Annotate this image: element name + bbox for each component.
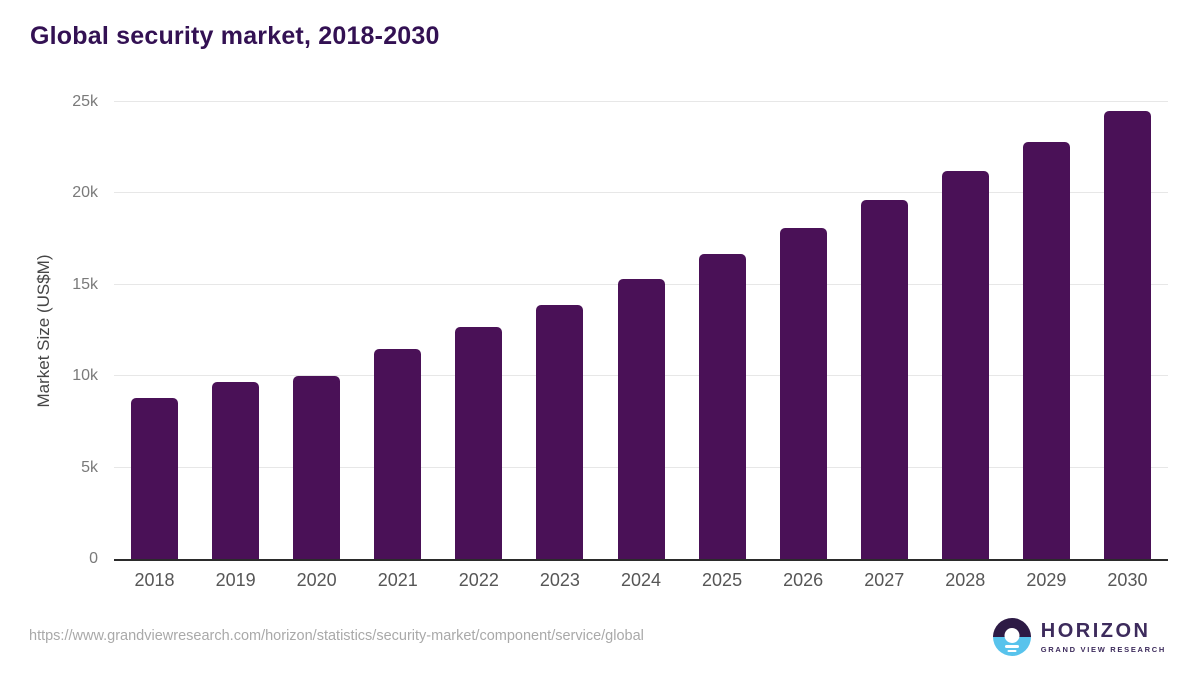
bar-slot: [438, 102, 519, 559]
x-tick-label: 2020: [296, 570, 337, 590]
y-tick-label: 10k: [72, 367, 98, 385]
x-tick-label: 2028: [945, 570, 986, 590]
y-tick-label: 0: [89, 550, 98, 567]
gridline: [114, 101, 1168, 102]
x-tick-label: 2030: [1107, 570, 1148, 590]
logo-text: HORIZON GRAND VIEW RESEARCH: [1041, 621, 1166, 654]
bar-2030: [1103, 111, 1151, 559]
bar-2022: [455, 326, 503, 559]
bar-2023: [536, 304, 584, 559]
x-tick-label: 2024: [620, 570, 661, 590]
x-tick-label: 2026: [783, 570, 824, 590]
bar-slot: [519, 102, 600, 559]
sunrise-horizon-icon: [992, 618, 1031, 656]
bar-slot: [195, 102, 276, 559]
bar-slot: [682, 102, 763, 559]
bar-slot: [1087, 102, 1168, 559]
y-tick-label: 5k: [81, 458, 98, 476]
bar-2028: [941, 171, 989, 559]
bar-slot: [844, 102, 925, 559]
y-tick-label: 20k: [72, 184, 98, 202]
bar-slot: [600, 102, 681, 559]
x-tick-label: 2025: [702, 570, 743, 590]
sun-shape: [1004, 628, 1020, 643]
bar-2020: [293, 376, 341, 559]
x-tick-label: 2027: [864, 570, 905, 590]
x-tick-label: 2019: [215, 570, 256, 590]
bar-2027: [860, 199, 908, 559]
bar-slot: [1006, 102, 1087, 559]
horizon-line-shape: [1007, 649, 1017, 652]
x-tick-label: 2021: [377, 570, 418, 590]
bar-2025: [698, 253, 746, 559]
bar-2024: [617, 279, 665, 559]
bar-slot: [357, 102, 438, 559]
bar-slot: [925, 102, 1006, 559]
x-tick-label: 2022: [458, 570, 499, 590]
bar-slot: [276, 102, 357, 559]
x-tick-label: 2018: [134, 570, 175, 590]
x-tick-label: 2029: [1026, 570, 1067, 590]
bar-2019: [212, 381, 260, 559]
bars-container: [114, 102, 1168, 559]
x-tick-label: 2023: [539, 570, 580, 590]
horizon-line-shape: [1004, 645, 1019, 648]
bar-slot: [763, 102, 844, 559]
bar-2026: [779, 228, 827, 559]
bar-2018: [131, 398, 179, 559]
source-url: https://www.grandviewresearch.com/horizo…: [29, 628, 644, 644]
y-tick-label: 15k: [72, 275, 98, 293]
bar-slot: [114, 102, 195, 559]
bar-2029: [1022, 142, 1070, 559]
y-tick-label: 25k: [72, 93, 98, 110]
plot-area: [114, 101, 1168, 561]
bar-2021: [374, 348, 422, 559]
gridline: [114, 192, 1168, 194]
logo-wordmark: HORIZON: [1040, 619, 1151, 642]
chart-title: Global security market, 2018-2030: [30, 22, 440, 50]
logo-subtitle: GRAND VIEW RESEARCH: [1040, 644, 1166, 654]
horizon-logo: HORIZON GRAND VIEW RESEARCH: [992, 618, 1166, 656]
